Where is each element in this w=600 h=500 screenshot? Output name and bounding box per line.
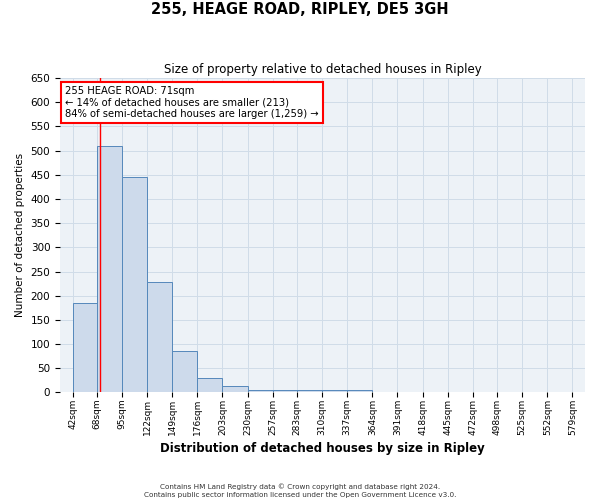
Bar <box>248 390 273 392</box>
Bar <box>223 386 248 392</box>
X-axis label: Distribution of detached houses by size in Ripley: Distribution of detached houses by size … <box>160 442 485 455</box>
Bar <box>297 390 322 392</box>
Text: 255 HEAGE ROAD: 71sqm
← 14% of detached houses are smaller (213)
84% of semi-det: 255 HEAGE ROAD: 71sqm ← 14% of detached … <box>65 86 319 119</box>
Bar <box>273 390 298 392</box>
Title: Size of property relative to detached houses in Ripley: Size of property relative to detached ho… <box>164 62 481 76</box>
Bar <box>97 146 122 392</box>
Bar <box>73 303 98 392</box>
Bar <box>122 177 147 392</box>
Bar <box>347 390 373 392</box>
Bar <box>147 282 172 393</box>
Bar <box>322 390 347 392</box>
Text: Contains HM Land Registry data © Crown copyright and database right 2024.
Contai: Contains HM Land Registry data © Crown c… <box>144 484 456 498</box>
Text: 255, HEAGE ROAD, RIPLEY, DE5 3GH: 255, HEAGE ROAD, RIPLEY, DE5 3GH <box>151 2 449 18</box>
Bar <box>172 352 197 393</box>
Bar <box>197 378 223 392</box>
Y-axis label: Number of detached properties: Number of detached properties <box>15 153 25 318</box>
